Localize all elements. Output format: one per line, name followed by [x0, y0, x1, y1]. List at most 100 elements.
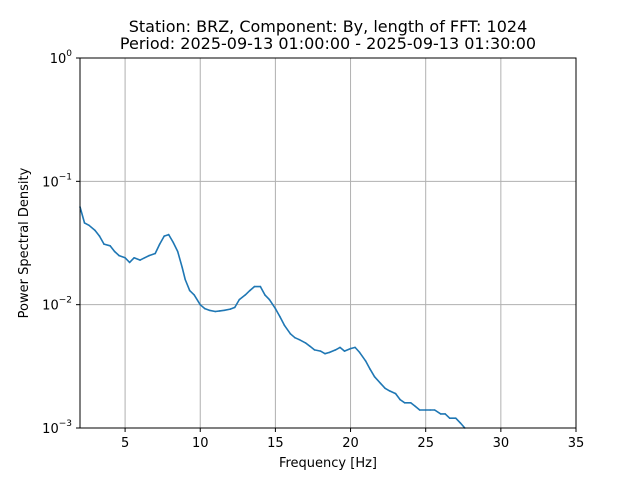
chart-title-line-1: Station: BRZ, Component: By, length of F…	[129, 17, 528, 36]
psd-data-point	[128, 261, 131, 264]
psd-data-point	[455, 417, 457, 420]
psd-data-point	[208, 309, 211, 312]
psd-data-point	[113, 250, 116, 253]
psd-data-point	[304, 342, 307, 344]
psd-data-point	[118, 254, 120, 257]
psd-data-point	[319, 350, 322, 352]
psd-data-point	[204, 307, 206, 310]
psd-data-point	[167, 233, 170, 236]
x-tick-label: 20	[342, 436, 359, 451]
psd-data-point	[444, 413, 447, 415]
psd-data-point	[193, 294, 195, 296]
x-tick-label: 5	[121, 436, 129, 451]
psd-data-point	[103, 243, 105, 245]
psd-data-point	[259, 285, 262, 288]
psd-data-point	[459, 422, 462, 424]
y-tick-label: 100	[50, 49, 73, 67]
psd-series-line	[79, 206, 466, 429]
psd-data-point	[158, 243, 161, 245]
psd-data-point	[154, 252, 156, 255]
y-tick-label: 10−2	[42, 296, 72, 314]
psd-data-point	[124, 257, 126, 259]
psd-data-point	[294, 336, 296, 339]
psd-data-point	[373, 376, 376, 378]
y-tick-base: 10	[50, 52, 67, 67]
psd-data-point	[94, 229, 96, 232]
psd-data-point	[364, 360, 367, 362]
psd-data-point	[184, 278, 186, 281]
psd-data-point	[249, 289, 251, 292]
y-tick-exponent: −3	[59, 419, 72, 429]
psd-data-point	[199, 303, 201, 306]
y-tick-base: 10	[42, 175, 59, 190]
psd-data-point	[313, 349, 316, 351]
y-tick-base: 10	[42, 422, 59, 437]
psd-data-point	[253, 285, 256, 288]
psd-data-point	[219, 310, 221, 312]
psd-data-point	[133, 257, 135, 259]
psd-data-point	[223, 309, 226, 312]
psd-data-point	[88, 224, 90, 227]
x-tick-label: 15	[267, 436, 284, 451]
y-tick-exponent: 0	[66, 49, 72, 59]
psd-data-point	[83, 222, 86, 224]
psd-data-point	[148, 254, 150, 257]
psd-data-point	[448, 417, 451, 420]
psd-data-point	[279, 315, 281, 318]
psd-data-point	[424, 409, 427, 411]
grid	[80, 57, 577, 429]
psd-data-point	[439, 413, 442, 415]
psd-data-point	[414, 405, 417, 408]
y-tick-label: 10−1	[42, 172, 72, 190]
psd-data-point	[409, 402, 412, 404]
psd-data-point	[328, 351, 331, 354]
psd-data-point	[268, 298, 271, 301]
psd-data-point	[98, 235, 101, 237]
psd-data-point	[181, 266, 183, 269]
x-axis-label: Frequency [Hz]	[279, 456, 377, 471]
psd-data-point	[238, 298, 241, 301]
psd-data-point	[264, 294, 266, 296]
psd-data-point	[358, 351, 361, 354]
psd-data-point	[433, 409, 436, 411]
psd-data-point	[429, 409, 432, 411]
psd-data-point	[394, 392, 397, 395]
psd-data-point	[309, 345, 311, 348]
x-tick-label: 30	[493, 436, 510, 451]
plot-frame	[79, 57, 577, 429]
psd-data-point	[403, 402, 406, 404]
x-tick-label: 10	[192, 436, 209, 451]
y-tick-exponent: −1	[59, 172, 72, 182]
psd-data-point	[234, 306, 236, 309]
psd-data-point	[334, 349, 337, 351]
psd-data-point	[188, 289, 191, 292]
psd-data-point	[343, 350, 346, 352]
psd-data-point	[229, 308, 232, 310]
y-tick-base: 10	[42, 299, 59, 314]
psd-data-point	[399, 398, 401, 401]
psd-data-point	[418, 409, 421, 411]
psd-data-point	[289, 333, 292, 335]
psd-data-point	[109, 245, 111, 247]
psd-data-point	[143, 257, 146, 259]
psd-data-point	[349, 347, 352, 350]
psd-data-point	[283, 324, 286, 327]
psd-data-point	[274, 307, 277, 310]
psd-data-point	[214, 310, 217, 313]
x-tick-label: 35	[568, 436, 585, 451]
psd-data-point	[298, 338, 301, 341]
y-axis-label: Power Spectral Density	[17, 167, 32, 318]
y-tick-exponent: −2	[59, 296, 72, 306]
psd-data-point	[369, 368, 371, 371]
psd-data-point	[244, 294, 247, 296]
psd-data-point	[172, 241, 174, 244]
psd-data-point	[339, 346, 341, 349]
series-layer	[79, 206, 466, 429]
psd-data-point	[176, 250, 179, 253]
psd-data-point	[354, 346, 356, 349]
psd-data-point	[388, 390, 391, 392]
psd-data-point	[163, 235, 165, 237]
psd-data-point	[379, 382, 382, 385]
